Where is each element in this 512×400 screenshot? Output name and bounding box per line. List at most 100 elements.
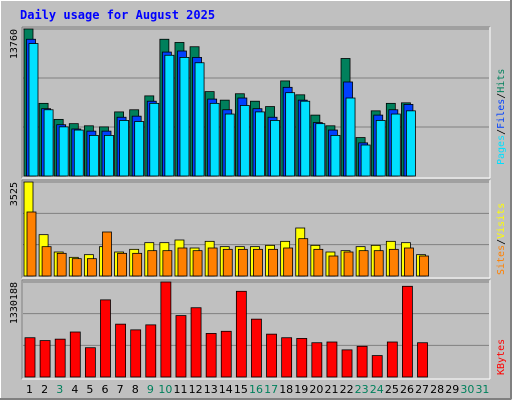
bar-pages-day-25 [390,113,401,177]
bar-sites-day-27 [419,255,429,277]
bar-kbytes-day-9 [145,324,157,378]
legend-1: Sites/Visits [496,203,507,275]
bar-sites-day-9 [147,250,158,277]
bar-pages-day-10 [164,54,175,177]
bar-pages-day-8 [134,121,145,177]
bar-pages-day-15 [239,105,250,177]
x-tick-day-12: 12 [189,383,203,396]
bar-sites-day-22 [343,251,354,277]
bar-sites-day-11 [177,247,188,277]
x-tick-day-26: 26 [400,383,414,396]
bar-pages-day-12 [194,62,205,177]
x-tick-day-29: 29 [445,383,459,396]
bar-kbytes-day-11 [175,315,187,378]
bar-sites-day-15 [237,248,248,277]
x-tick-day-18: 18 [279,383,293,396]
bar-pages-day-21 [330,135,341,177]
bar-kbytes-day-15 [235,290,247,378]
x-tick-day-1: 1 [26,383,33,396]
bar-pages-day-22 [345,97,356,177]
bar-kbytes-day-4 [69,331,81,378]
x-tick-day-23: 23 [355,383,369,396]
x-tick-day-20: 20 [309,383,323,396]
bar-sites-day-7 [117,252,127,277]
bar-sites-day-2 [41,246,52,277]
bar-pages-day-9 [149,102,160,177]
bar-sites-day-23 [358,250,369,277]
bar-kbytes-day-25 [386,341,398,378]
x-tick-day-8: 8 [132,383,139,396]
bar-sites-day-10 [162,250,173,277]
y-max-label: 13760 [9,29,20,59]
bar-sites-day-13 [207,247,218,277]
bar-kbytes-day-27 [417,342,428,378]
legend-2: KBytes [496,339,507,375]
bar-pages-day-7 [119,120,129,177]
bar-pages-day-13 [209,102,220,177]
x-tick-day-17: 17 [264,383,278,396]
bar-pages-day-23 [360,144,371,177]
bar-pages-day-26 [406,110,416,177]
x-tick-day-5: 5 [86,383,93,396]
chart-title: Daily usage for August 2025 [20,8,215,22]
bar-pages-day-4 [73,129,84,177]
y-max-label: 1330188 [9,282,20,324]
x-tick-day-28: 28 [430,383,444,396]
x-tick-day-19: 19 [294,383,308,396]
bar-sites-day-8 [132,252,143,277]
bar-kbytes-day-6 [100,299,111,378]
bar-pages-day-17 [270,120,280,177]
bar-pages-day-3 [58,126,69,177]
bar-sites-day-16 [253,248,263,277]
bar-pages-day-19 [300,100,311,177]
x-tick-day-21: 21 [324,383,338,396]
x-tick-day-16: 16 [249,383,263,396]
bar-sites-day-20 [313,248,324,277]
x-tick-day-4: 4 [71,383,78,396]
x-tick-day-7: 7 [117,383,124,396]
bar-kbytes-day-3 [54,338,66,378]
x-tick-day-24: 24 [370,383,384,396]
bar-pages-day-20 [315,123,326,177]
x-tick-day-11: 11 [174,383,188,396]
bar-sites-day-25 [388,248,399,277]
bar-pages-day-11 [179,57,190,177]
bar-sites-day-17 [268,248,278,277]
x-tick-day-13: 13 [204,383,218,396]
bar-kbytes-day-24 [371,355,383,378]
bar-sites-day-6 [102,231,112,277]
bar-kbytes-day-23 [356,345,368,378]
bar-sites-day-18 [283,247,294,277]
bar-kbytes-day-12 [190,307,202,378]
bar-sites-day-4 [71,258,82,277]
x-tick-day-9: 9 [147,383,154,396]
bar-kbytes-day-20 [311,342,323,378]
bar-sites-day-21 [328,255,339,277]
legend-0: Pages/Files/Hits [496,69,507,165]
bar-kbytes-day-10 [160,281,172,378]
x-tick-day-3: 3 [56,383,63,396]
x-tick-day-2: 2 [41,383,48,396]
x-tick-day-14: 14 [219,383,233,396]
bar-pages-day-1 [28,43,39,177]
x-tick-day-22: 22 [340,383,354,396]
bar-kbytes-day-22 [341,349,353,378]
x-tick-day-10: 10 [158,383,172,396]
x-tick-day-30: 30 [460,383,474,396]
bar-pages-day-2 [43,109,54,177]
bar-kbytes-day-21 [326,341,338,378]
bar-pages-day-24 [375,120,386,177]
bar-pages-day-18 [285,92,296,177]
x-tick-day-15: 15 [234,383,248,396]
x-tick-day-25: 25 [385,383,399,396]
bar-pages-day-6 [104,135,114,177]
bar-kbytes-day-19 [296,338,308,378]
bar-kbytes-day-1 [24,337,36,378]
bar-sites-day-3 [56,252,67,277]
x-tick-day-27: 27 [415,383,429,396]
bar-kbytes-day-17 [266,333,277,378]
bar-pages-day-14 [224,113,235,177]
bar-kbytes-day-16 [251,318,262,378]
bar-pages-day-16 [255,111,265,177]
